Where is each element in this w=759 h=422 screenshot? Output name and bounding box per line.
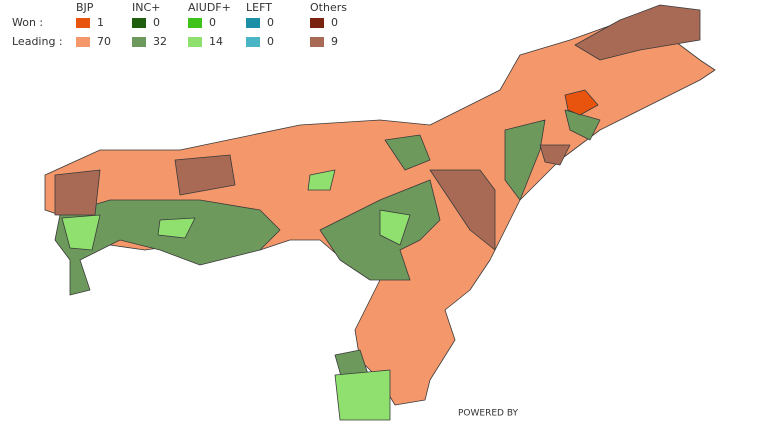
region <box>174 154 236 196</box>
swatch <box>246 37 260 47</box>
region <box>564 109 601 141</box>
count: 0 <box>267 16 274 29</box>
count: 9 <box>331 35 338 48</box>
count: 0 <box>331 16 338 29</box>
swatch <box>76 18 90 28</box>
region <box>54 199 281 296</box>
count: 0 <box>209 16 216 29</box>
count: 32 <box>153 35 167 48</box>
party-name: BJP <box>76 1 94 14</box>
region <box>54 169 101 216</box>
party-name: LEFT <box>246 1 272 14</box>
swatch <box>188 18 202 28</box>
count: 14 <box>209 35 223 48</box>
row-label: Leading : <box>12 35 63 48</box>
swatch <box>188 37 202 47</box>
count: 1 <box>97 16 104 29</box>
party-name: AIUDF+ <box>188 1 231 14</box>
region <box>61 214 101 251</box>
region <box>504 119 546 201</box>
count: 0 <box>267 35 274 48</box>
region <box>429 169 496 251</box>
region <box>539 144 571 166</box>
swatch <box>310 18 324 28</box>
region <box>334 369 391 421</box>
party-name: Others <box>310 1 347 14</box>
swatch <box>132 18 146 28</box>
region <box>307 169 336 191</box>
swatch <box>76 37 90 47</box>
region <box>157 217 196 239</box>
swatch <box>132 37 146 47</box>
count: 0 <box>153 16 160 29</box>
swatch <box>310 37 324 47</box>
region <box>574 4 701 61</box>
row-label: Won : <box>12 16 43 29</box>
region <box>384 134 431 171</box>
count: 70 <box>97 35 111 48</box>
map <box>44 4 716 421</box>
region <box>379 209 411 246</box>
footer: POWERED BY <box>458 409 519 419</box>
swatch <box>246 18 260 28</box>
party-name: INC+ <box>132 1 160 14</box>
region <box>564 89 599 116</box>
